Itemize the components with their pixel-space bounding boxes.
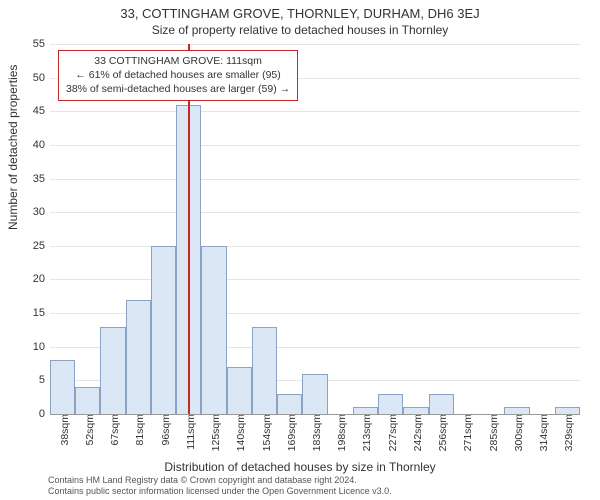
histogram-bar: [555, 407, 580, 414]
histogram-bar: [353, 407, 378, 414]
histogram-bar: [50, 360, 75, 414]
x-tick-label: 271sqm: [458, 414, 474, 451]
x-tick-label: 300sqm: [509, 414, 525, 451]
x-tick-label: 329sqm: [559, 414, 575, 451]
x-tick-label: 314sqm: [534, 414, 550, 451]
y-tick-label: 35: [20, 173, 50, 185]
y-tick-label: 0: [20, 408, 50, 420]
histogram-bar: [302, 374, 327, 414]
x-tick-label: 213sqm: [357, 414, 373, 451]
histogram-bar: [227, 367, 252, 414]
y-tick-label: 50: [20, 72, 50, 84]
y-tick-label: 30: [20, 206, 50, 218]
y-tick-label: 15: [20, 307, 50, 319]
x-tick-label: 140sqm: [231, 414, 247, 451]
histogram-bar: [504, 407, 529, 414]
histogram-bar: [252, 327, 277, 414]
gridline: [50, 44, 580, 45]
y-tick-label: 45: [20, 105, 50, 117]
annotation-line: 33 COTTINGHAM GROVE: 111sqm: [66, 54, 290, 68]
gridline: [50, 212, 580, 213]
x-axis-label: Distribution of detached houses by size …: [0, 460, 600, 474]
x-tick-label: 285sqm: [484, 414, 500, 451]
attribution-line-1: Contains HM Land Registry data © Crown c…: [48, 475, 590, 486]
histogram-bar: [403, 407, 428, 414]
x-tick-label: 67sqm: [105, 414, 121, 446]
x-axis-line: [50, 414, 580, 415]
x-tick-label: 111sqm: [181, 414, 197, 450]
gridline: [50, 111, 580, 112]
annotation-line: 38% of semi-detached houses are larger (…: [66, 82, 290, 96]
histogram-bar: [151, 246, 176, 414]
x-tick-label: 154sqm: [257, 414, 273, 451]
property-annotation-box: 33 COTTINGHAM GROVE: 111sqm← 61% of deta…: [58, 50, 298, 101]
histogram-bar: [126, 300, 151, 414]
x-tick-label: 52sqm: [80, 414, 96, 446]
x-tick-label: 96sqm: [156, 414, 172, 446]
histogram-bar: [277, 394, 302, 414]
annotation-line: ← 61% of detached houses are smaller (95…: [66, 68, 290, 82]
attribution-text: Contains HM Land Registry data © Crown c…: [48, 475, 590, 498]
histogram-bar: [100, 327, 125, 414]
chart-subtitle: Size of property relative to detached ho…: [0, 21, 600, 37]
gridline: [50, 246, 580, 247]
histogram-bar: [429, 394, 454, 414]
gridline: [50, 179, 580, 180]
y-tick-label: 55: [20, 38, 50, 50]
y-tick-label: 40: [20, 139, 50, 151]
x-tick-label: 81sqm: [130, 414, 146, 446]
y-axis-label: Number of detached properties: [6, 65, 20, 230]
y-tick-label: 20: [20, 273, 50, 285]
x-tick-label: 125sqm: [206, 414, 222, 451]
attribution-line-2: Contains public sector information licen…: [48, 486, 590, 497]
y-tick-label: 10: [20, 341, 50, 353]
histogram-bar: [75, 387, 100, 414]
gridline: [50, 145, 580, 146]
x-tick-label: 183sqm: [307, 414, 323, 451]
x-tick-label: 256sqm: [433, 414, 449, 451]
histogram-bar: [378, 394, 403, 414]
x-tick-label: 227sqm: [383, 414, 399, 451]
x-tick-label: 169sqm: [282, 414, 298, 451]
gridline: [50, 279, 580, 280]
x-tick-label: 198sqm: [332, 414, 348, 451]
y-tick-label: 5: [20, 374, 50, 386]
x-tick-label: 242sqm: [408, 414, 424, 451]
chart-address-title: 33, COTTINGHAM GROVE, THORNLEY, DURHAM, …: [0, 0, 600, 21]
y-tick-label: 25: [20, 240, 50, 252]
x-tick-label: 38sqm: [55, 414, 71, 446]
histogram-bar: [201, 246, 226, 414]
